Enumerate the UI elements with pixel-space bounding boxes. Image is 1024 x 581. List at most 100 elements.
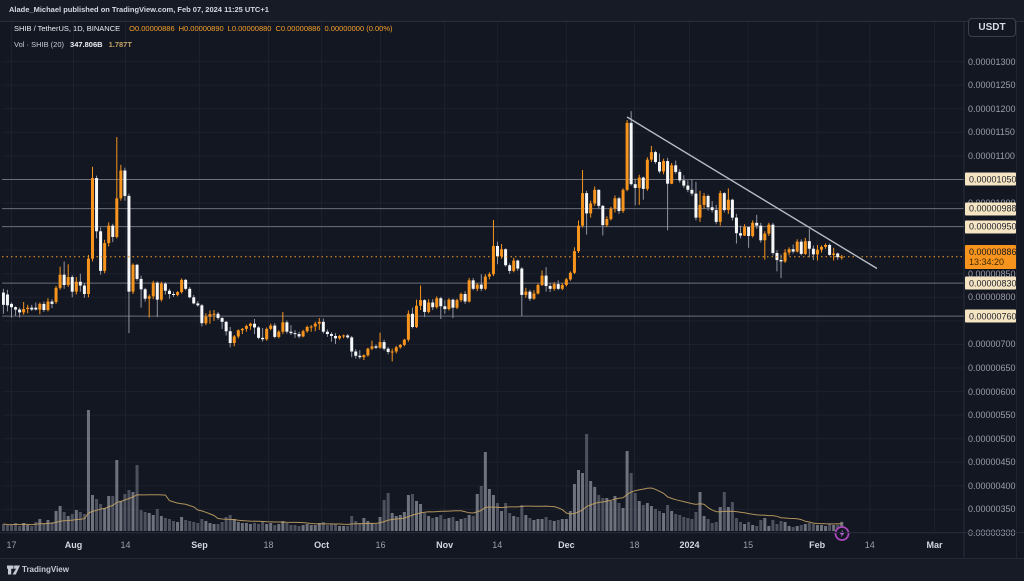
symbol-title[interactable]: SHIB / TetherUS, 1D, BINANCE: [14, 24, 121, 33]
candle: [431, 299, 435, 311]
volume-bar: [78, 512, 82, 531]
volume-bar: [662, 513, 666, 531]
candle: [184, 278, 188, 291]
candle: [572, 247, 576, 275]
candle: [832, 247, 836, 261]
candle: [670, 162, 674, 185]
quick-trade-button[interactable]: [834, 526, 850, 541]
volume-ma-value: 1.787T: [108, 40, 132, 49]
candle: [783, 249, 787, 263]
volume-bar: [293, 525, 297, 531]
volume-bar: [431, 518, 435, 531]
price-axis-label: 0.00000650: [968, 363, 1016, 373]
volume-bar: [321, 522, 325, 531]
attribution-bar: Alade_Michael published on TradingView.c…: [0, 0, 1024, 22]
volume-bar: [771, 520, 775, 531]
volume-bar: [475, 494, 479, 531]
price-axis-label: 0.00001300: [968, 56, 1016, 67]
candle: [674, 160, 678, 174]
volume-bar: [629, 473, 633, 531]
volume-bar: [277, 524, 281, 531]
volume-bar: [220, 522, 224, 531]
volume-bar: [597, 495, 601, 531]
candle: [167, 288, 171, 299]
time-axis-label: Sep: [191, 540, 208, 550]
volume-bar: [747, 522, 751, 531]
descending-trendline[interactable]: [626, 116, 878, 270]
candle: [536, 283, 540, 295]
volume-bar: [556, 520, 560, 531]
candle: [232, 335, 236, 347]
volume-ma-line: [3, 487, 842, 526]
volume-bar: [516, 517, 520, 531]
candle: [487, 272, 491, 280]
horizontal-line-drawings[interactable]: [2, 178, 964, 317]
candle: [285, 320, 289, 334]
candle: [621, 188, 625, 213]
candle: [147, 294, 151, 318]
volume-bar: [301, 525, 305, 531]
volume-bar: [779, 521, 783, 531]
tradingview-wordmark[interactable]: TradingView: [22, 565, 69, 574]
volume-bar: [10, 525, 13, 531]
volume-bar: [362, 518, 366, 531]
volume-bar: [54, 511, 58, 531]
volume-bar: [479, 486, 483, 531]
volume-bar: [228, 515, 232, 531]
volume-bar: [427, 516, 431, 531]
candle: [370, 340, 374, 351]
candle: [58, 266, 62, 290]
volume-bar: [342, 526, 346, 531]
volume-bar: [767, 526, 771, 531]
candle: [62, 261, 66, 289]
candle: [791, 244, 795, 254]
volume-bar: [694, 512, 698, 531]
quote-high: H0.00000890: [178, 24, 224, 33]
volume-bar: [188, 521, 192, 531]
candle: [382, 339, 386, 351]
footer-bar: TradingView: [0, 558, 1024, 581]
candle: [840, 254, 844, 260]
volume-bar: [184, 520, 188, 531]
candle: [686, 180, 690, 193]
volume-bar: [313, 525, 317, 531]
candle: [423, 299, 427, 318]
candle: [479, 274, 483, 292]
candle: [694, 181, 698, 221]
volume-bar: [581, 473, 585, 531]
currency-toggle-button[interactable]: USDT: [968, 18, 1016, 37]
candle: [419, 285, 423, 311]
volume-bar: [447, 518, 451, 531]
candle: [99, 227, 103, 275]
price-axis[interactable]: 0.00001300 0.00001250 0.00001200 0.00001150…: [964, 22, 1024, 558]
candle: [10, 302, 13, 318]
volume-bar: [159, 516, 163, 531]
last-price-label: 0.00000886 13:34:20: [965, 244, 1017, 269]
volume-bar: [734, 518, 738, 531]
volume-bar: [730, 502, 734, 531]
candle: [265, 327, 269, 341]
volume-bar: [435, 517, 439, 531]
volume-value: 347.806B: [70, 40, 103, 49]
volume-bar: [151, 515, 155, 531]
time-axis[interactable]: 17 Aug 14 Sep 18 Oct 16 Nov 14 Dec 18 2024 15 Feb 14 Ma…: [0, 532, 1024, 558]
candle: [289, 325, 293, 336]
candle: [435, 296, 439, 309]
volume-bar: [613, 496, 617, 531]
volume-bar: [167, 519, 171, 531]
candle: [475, 283, 479, 292]
candle: [14, 306, 18, 316]
volume-bar: [564, 519, 568, 531]
price-axis-label: 0.00000550: [968, 410, 1016, 421]
candle: [346, 334, 350, 339]
volume-indicator-label[interactable]: Vol · SHIB (20): [14, 40, 65, 49]
candle: [836, 252, 840, 261]
volume-bar: [419, 504, 423, 531]
volume-bar: [273, 525, 277, 531]
candle: [767, 222, 771, 237]
candle: [228, 326, 232, 348]
volume-bar: [143, 512, 147, 531]
symbol-legend[interactable]: SHIB / TetherUS, 1D, BINANCE O0.00000886 H…: [14, 24, 392, 49]
candle: [321, 318, 325, 334]
